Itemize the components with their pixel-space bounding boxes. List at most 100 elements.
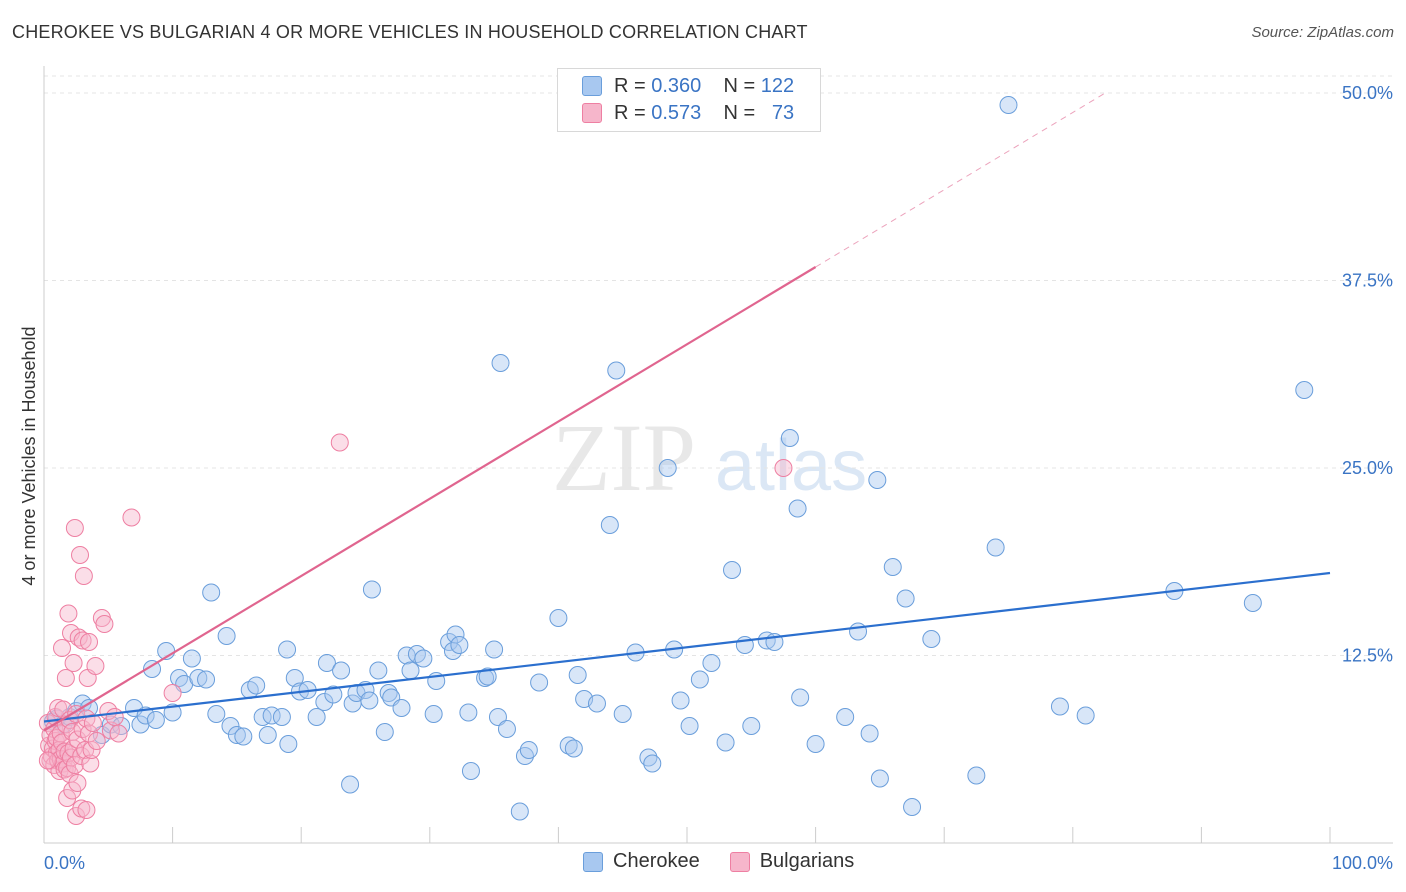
cherokee-point [680, 717, 699, 735]
bulgarian-point [87, 732, 106, 750]
cherokee-point [341, 775, 360, 794]
bulgarian-point [95, 615, 114, 633]
cherokee-point [870, 769, 889, 788]
cherokee-point [690, 670, 709, 689]
cherokee-point [903, 798, 922, 816]
cherokee-point [896, 589, 915, 608]
cherokee-point [643, 754, 662, 773]
cherokee-point [986, 538, 1005, 557]
cherokee-point [461, 762, 480, 780]
cherokee-point [272, 708, 291, 726]
y-tick-label: 25.0% [1342, 458, 1393, 478]
cherokee-point [488, 708, 507, 726]
cherokee-legend-swatch [583, 851, 603, 872]
cherokee-point [360, 691, 379, 710]
cherokee-point [375, 723, 394, 741]
cherokee-point [849, 622, 868, 641]
cherokee-point [519, 741, 538, 759]
cherokee-point [278, 640, 297, 659]
cherokee-point [716, 733, 735, 752]
cherokee-point [324, 685, 343, 704]
bulgarian-point [68, 774, 87, 792]
cherokee-point [549, 609, 568, 627]
cherokee-point [202, 583, 221, 602]
cherokee-point [234, 727, 253, 746]
cherokee-point [217, 627, 236, 645]
bulgarian-point [53, 639, 72, 657]
cherokee-point [806, 735, 825, 753]
y-tick-label: 12.5% [1342, 646, 1393, 666]
bulgarian-point [71, 546, 90, 564]
bulgarian-point [83, 714, 102, 732]
legend-n-value: 122 [760, 74, 795, 97]
bulgarian-point [59, 604, 78, 623]
y-tick-labels: 12.5% 25.0% 37.5% 50.0% [1342, 83, 1393, 666]
bulgarians-legend-label: Bulgarians [759, 850, 855, 872]
cherokee-point [170, 669, 189, 687]
cherokee-point [530, 673, 549, 692]
cherokee-point [315, 693, 334, 711]
cherokee-point [491, 354, 510, 372]
cherokee-point [600, 516, 619, 534]
cherokee-point [510, 802, 529, 821]
cherokee-point [723, 561, 742, 579]
cherokee-point [182, 649, 201, 668]
cherokee-point [860, 724, 879, 743]
cherokee-point [446, 625, 465, 644]
legend-row-cherokee: R = 0.360 N = 122 [582, 73, 794, 99]
cherokee-point [450, 636, 469, 654]
bulgarian-point [86, 657, 105, 675]
bulgarian-point [774, 459, 793, 477]
bulgarian-point [64, 654, 83, 672]
cherokee-point [1295, 381, 1314, 399]
legend-row-bulgarians: R = 0.573 N = 73 [582, 100, 794, 126]
watermark-zip: ZIP [552, 404, 696, 511]
bulgarian-point [65, 519, 84, 537]
cherokee-point [332, 661, 351, 680]
legend-item-bulgarians: Bulgarians [729, 850, 855, 873]
cherokee-point [253, 708, 272, 726]
bulgarian-point [82, 741, 101, 759]
legend-r-value: 0.360 [651, 74, 702, 97]
cherokee-point [369, 661, 388, 680]
cherokee-point [279, 735, 298, 753]
grid-lines [44, 75, 1393, 656]
series-legend: Cherokee Bulgarians [583, 850, 884, 873]
cherokee-point [757, 631, 776, 650]
cherokee-point [189, 669, 208, 687]
legend-item-cherokee: Cherokee [583, 850, 700, 873]
bulgarian-point [109, 724, 128, 743]
cherokee-point [607, 361, 626, 380]
cherokee-point [197, 670, 216, 689]
cherokee-point [788, 499, 807, 518]
bulgarian-point [73, 631, 92, 650]
cherokee-point [587, 694, 606, 713]
cherokee-point [247, 676, 266, 695]
cherokee-point [478, 667, 497, 686]
legend-n-label: N = [723, 74, 756, 97]
bulgarian-point [80, 633, 99, 651]
legend-n-value: 73 [771, 101, 795, 124]
bulgarian-point [330, 433, 349, 452]
cherokee-point [922, 630, 941, 648]
bulgarian-point [56, 669, 75, 687]
bulgarian-point [74, 567, 93, 585]
bulgarian-swatch [582, 103, 602, 123]
bulgarian-point [122, 508, 141, 527]
cherokee-point [497, 720, 516, 738]
bulgarian-trend-extension [815, 92, 1106, 268]
cherokee-point [285, 669, 304, 687]
cherokee-point [702, 654, 721, 672]
bulgarian-point [163, 684, 182, 702]
cherokee-legend-label: Cherokee [613, 850, 700, 872]
bulgarian-point [77, 801, 96, 819]
cherokee-point [868, 471, 887, 489]
cherokee-point [559, 736, 578, 755]
cherokee-swatch [582, 76, 602, 96]
bulgarian-point [105, 708, 124, 726]
cherokee-point [658, 459, 677, 477]
cherokee-point [883, 558, 902, 576]
bulgarian-trend-line [43, 266, 817, 732]
cherokee-point [163, 703, 182, 722]
